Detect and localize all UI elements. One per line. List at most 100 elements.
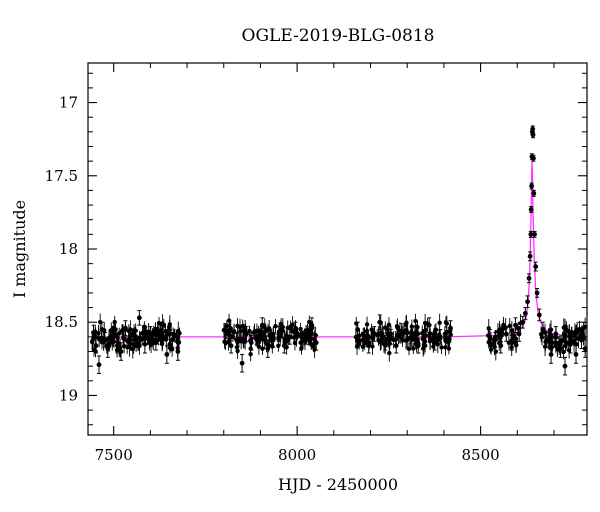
data-point — [414, 333, 419, 347]
y-tick-label: 18 — [59, 240, 78, 258]
data-point — [91, 342, 97, 357]
data-point — [370, 329, 376, 347]
data-points-layer — [89, 125, 588, 376]
data-point — [432, 330, 437, 346]
y-tick-label: 18.5 — [45, 313, 78, 331]
data-point — [529, 182, 534, 190]
data-point — [404, 314, 409, 331]
data-point — [493, 342, 499, 361]
data-point — [492, 330, 498, 344]
data-point — [264, 335, 269, 353]
data-point — [539, 329, 545, 346]
data-point — [443, 338, 448, 356]
data-point — [543, 332, 548, 352]
data-point — [564, 335, 570, 351]
data-point — [528, 230, 534, 238]
data-point — [130, 340, 135, 359]
data-point — [308, 329, 314, 349]
data-point — [167, 342, 173, 354]
x-tick-label: 8500 — [462, 446, 500, 464]
data-point — [234, 332, 239, 348]
data-point — [421, 335, 427, 355]
data-point — [566, 342, 572, 359]
data-point — [248, 334, 253, 347]
data-point — [112, 315, 117, 329]
data-point — [158, 324, 163, 338]
data-point — [388, 325, 394, 342]
data-point — [370, 338, 375, 355]
data-point — [522, 307, 528, 320]
data-point — [582, 317, 588, 337]
data-point — [353, 328, 359, 346]
data-point — [507, 317, 512, 335]
data-point — [292, 335, 298, 351]
data-point — [172, 328, 178, 341]
x-tick-label: 8000 — [278, 446, 316, 464]
data-point — [239, 353, 245, 373]
data-point — [126, 335, 132, 349]
x-tick-label: 7500 — [95, 446, 133, 464]
data-point — [534, 288, 540, 298]
data-point — [266, 320, 272, 337]
data-point — [495, 323, 501, 341]
y-tick-label: 17 — [59, 94, 78, 112]
data-point — [533, 261, 539, 272]
data-point — [436, 329, 442, 340]
data-point — [261, 326, 267, 344]
data-point — [413, 313, 418, 329]
data-point — [528, 206, 534, 213]
data-point — [136, 310, 142, 326]
data-point — [562, 330, 568, 344]
data-point — [531, 154, 536, 162]
data-point — [553, 337, 558, 348]
data-point — [241, 323, 246, 339]
data-point — [572, 328, 577, 342]
plot-frame — [87, 62, 588, 436]
data-point — [532, 230, 537, 238]
data-point — [97, 313, 103, 331]
data-point — [562, 356, 568, 376]
data-point — [446, 342, 452, 355]
data-point — [555, 341, 560, 357]
data-point — [576, 329, 581, 349]
data-point — [499, 326, 504, 340]
data-point — [387, 344, 392, 362]
model-curve — [91, 161, 588, 338]
data-point — [393, 331, 398, 349]
data-point — [283, 332, 288, 348]
data-point — [530, 131, 536, 139]
data-point — [387, 337, 392, 350]
data-point — [444, 315, 450, 332]
data-point — [305, 330, 310, 343]
y-tick-label: 17.5 — [45, 167, 78, 185]
model-layer — [91, 161, 588, 338]
data-point — [561, 344, 566, 360]
data-point — [527, 251, 533, 262]
data-point — [159, 335, 165, 352]
data-point — [228, 329, 233, 343]
data-point — [536, 308, 542, 322]
data-point — [568, 334, 574, 347]
data-point — [526, 273, 532, 284]
data-point — [285, 320, 290, 336]
data-point — [501, 316, 506, 334]
data-point — [394, 320, 400, 333]
data-point — [299, 341, 304, 355]
data-point — [126, 324, 132, 338]
chart-title: OGLE-2019-BLG-0818 — [242, 26, 435, 46]
data-point — [354, 317, 359, 330]
data-point — [143, 325, 148, 345]
data-point — [222, 324, 228, 336]
data-point — [115, 337, 121, 352]
data-point — [408, 329, 413, 348]
data-point — [511, 327, 517, 344]
data-point — [310, 320, 315, 336]
data-point — [378, 323, 383, 342]
data-point — [362, 327, 367, 347]
data-point — [238, 333, 244, 350]
data-point — [271, 326, 276, 342]
data-point — [260, 330, 265, 349]
data-point — [116, 327, 122, 339]
data-point — [289, 322, 294, 340]
